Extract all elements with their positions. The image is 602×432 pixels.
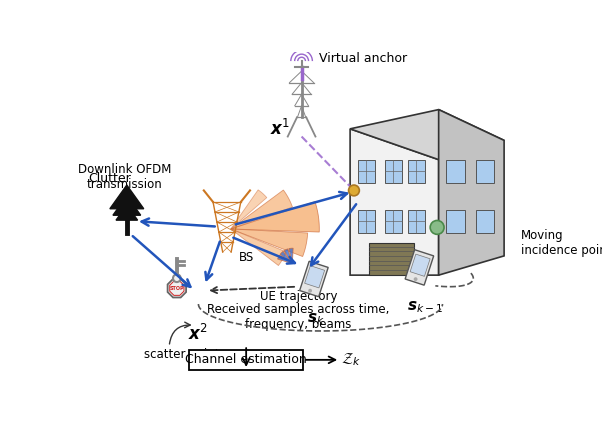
- Polygon shape: [305, 266, 324, 288]
- Text: UE trajectory: UE trajectory: [260, 290, 337, 303]
- Circle shape: [414, 277, 418, 281]
- Polygon shape: [280, 251, 293, 264]
- Text: $\boldsymbol{x}^1$: $\boldsymbol{x}^1$: [270, 119, 290, 139]
- Polygon shape: [350, 110, 504, 160]
- Text: Received samples across time,
frequency, beams: Received samples across time, frequency,…: [207, 304, 389, 331]
- FancyBboxPatch shape: [189, 350, 303, 370]
- Polygon shape: [300, 261, 328, 297]
- Polygon shape: [476, 160, 494, 183]
- Text: Channel estimation: Channel estimation: [185, 353, 307, 366]
- Text: Clutter: Clutter: [88, 172, 131, 185]
- Polygon shape: [231, 229, 308, 257]
- Text: Virtual anchor: Virtual anchor: [318, 51, 407, 64]
- Polygon shape: [405, 250, 433, 285]
- Text: $\boldsymbol{s}_{k-1}$: $\boldsymbol{s}_{k-1}$: [408, 300, 444, 315]
- Polygon shape: [446, 160, 465, 183]
- Polygon shape: [408, 160, 425, 183]
- Polygon shape: [439, 110, 504, 275]
- Polygon shape: [231, 229, 286, 266]
- Text: STOP: STOP: [170, 286, 184, 291]
- Polygon shape: [278, 255, 293, 264]
- Text: Moving
incidence point: Moving incidence point: [521, 229, 602, 257]
- Polygon shape: [231, 190, 267, 229]
- Text: $\boldsymbol{x}^2$: $\boldsymbol{x}^2$: [188, 324, 208, 344]
- Polygon shape: [385, 160, 402, 183]
- Polygon shape: [231, 202, 319, 232]
- Text: Downlink OFDM
transmission: Downlink OFDM transmission: [78, 162, 171, 191]
- Text: $\boldsymbol{s}_k$: $\boldsymbol{s}_k$: [306, 311, 324, 327]
- Circle shape: [349, 185, 359, 196]
- Polygon shape: [358, 210, 374, 233]
- Polygon shape: [408, 210, 425, 233]
- Text: $\mathcal{Z}_k$: $\mathcal{Z}_k$: [341, 352, 361, 368]
- Circle shape: [308, 289, 312, 292]
- Polygon shape: [116, 205, 138, 220]
- Polygon shape: [289, 248, 293, 264]
- Polygon shape: [350, 129, 439, 275]
- Polygon shape: [167, 279, 186, 298]
- Text: BS: BS: [238, 251, 254, 264]
- Circle shape: [430, 220, 444, 234]
- Polygon shape: [410, 254, 430, 276]
- Polygon shape: [476, 210, 494, 233]
- Polygon shape: [110, 185, 144, 209]
- Polygon shape: [385, 210, 402, 233]
- Polygon shape: [284, 249, 293, 264]
- Polygon shape: [113, 196, 141, 215]
- Circle shape: [173, 274, 181, 282]
- Polygon shape: [358, 160, 374, 183]
- Polygon shape: [446, 210, 465, 233]
- Polygon shape: [370, 243, 414, 275]
- Polygon shape: [231, 190, 293, 229]
- Text: scatter point: scatter point: [144, 348, 219, 361]
